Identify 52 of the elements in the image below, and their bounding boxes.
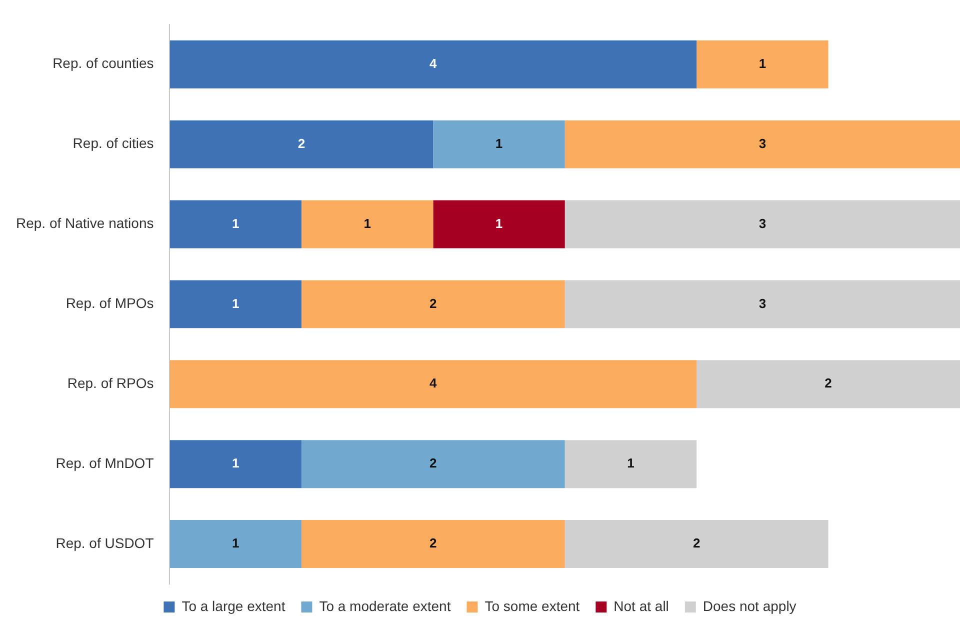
bar bbox=[433, 120, 565, 168]
data-label: 2 bbox=[430, 536, 437, 551]
legend-label: Does not apply bbox=[702, 598, 796, 614]
y-tick-label: Rep. of counties bbox=[52, 55, 154, 72]
bar bbox=[170, 440, 302, 488]
data-label: 2 bbox=[430, 296, 437, 311]
bar bbox=[170, 40, 697, 88]
data-label: 3 bbox=[758, 136, 766, 151]
data-label: 1 bbox=[232, 296, 240, 311]
data-label: 1 bbox=[495, 216, 503, 231]
data-label: 1 bbox=[232, 536, 240, 551]
data-label: 2 bbox=[298, 136, 306, 151]
y-tick-label: Rep. of MPOs bbox=[66, 295, 154, 312]
legend-label: To some extent bbox=[484, 598, 580, 614]
bar bbox=[564, 520, 828, 568]
bar bbox=[696, 40, 828, 88]
bar bbox=[301, 520, 565, 568]
bar bbox=[170, 280, 302, 328]
bar bbox=[301, 280, 565, 328]
data-label: 2 bbox=[430, 456, 437, 471]
bar bbox=[170, 200, 302, 248]
legend-label: To a large extent bbox=[182, 598, 286, 614]
bar bbox=[170, 120, 434, 168]
data-label: 3 bbox=[758, 296, 766, 311]
y-tick-label: Rep. of MnDOT bbox=[56, 454, 154, 471]
bar bbox=[564, 440, 697, 488]
data-label: 1 bbox=[627, 456, 634, 471]
data-label: 1 bbox=[232, 216, 240, 231]
y-tick-label: Rep. of USDOT bbox=[56, 534, 154, 551]
legend-label: To a moderate extent bbox=[319, 598, 451, 614]
data-label: 1 bbox=[232, 456, 240, 471]
data-label: 1 bbox=[495, 136, 503, 151]
y-tick-label: Rep. of RPOs bbox=[67, 375, 154, 391]
bar bbox=[301, 200, 434, 248]
y-tick-label: Rep. of cities bbox=[72, 135, 154, 152]
data-label: 3 bbox=[758, 216, 766, 231]
bar bbox=[564, 200, 960, 248]
bar bbox=[696, 360, 960, 408]
bar bbox=[170, 360, 697, 408]
data-label: 1 bbox=[758, 56, 766, 71]
bar bbox=[170, 520, 302, 568]
bar bbox=[564, 120, 960, 168]
legend-label: Not at all bbox=[614, 598, 669, 614]
data-label: 1 bbox=[364, 216, 371, 231]
bar bbox=[433, 200, 565, 248]
bar bbox=[301, 440, 565, 488]
data-label: 4 bbox=[430, 56, 438, 71]
data-label: 2 bbox=[824, 376, 832, 391]
y-tick-label: Rep. of Native nations bbox=[16, 215, 154, 232]
bar bbox=[564, 280, 960, 328]
data-label: 2 bbox=[692, 536, 700, 551]
data-label: 4 bbox=[430, 376, 438, 391]
